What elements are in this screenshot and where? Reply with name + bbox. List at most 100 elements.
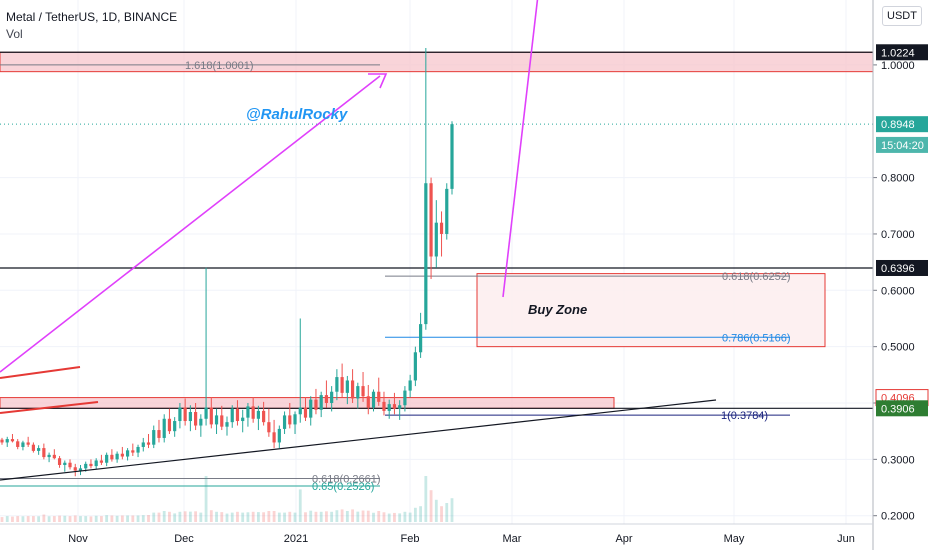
volume-bar [372, 512, 375, 522]
currency-button[interactable]: USDT [882, 6, 922, 26]
watermark-label: @RahulRocky [246, 106, 348, 123]
candle-body [371, 391, 376, 408]
volume-bar [256, 512, 260, 522]
candle-body [220, 415, 224, 427]
candle-body [105, 454, 109, 463]
zones: Buy Zone [0, 51, 874, 409]
candle-body [408, 380, 412, 391]
volume-bar [356, 511, 360, 522]
candle-body [345, 380, 349, 393]
buy-zone-label: Buy Zone [528, 302, 587, 317]
candle-body [141, 442, 145, 447]
volume-bar [345, 511, 349, 522]
candle-body [282, 415, 287, 429]
volume-bar [304, 512, 307, 522]
candle-body [288, 415, 292, 425]
time-tick-label: Jun [837, 533, 855, 545]
candle-body [225, 422, 229, 427]
volume-bar [288, 511, 292, 522]
price-tag-label: 1.0224 [881, 47, 915, 59]
candle-body [392, 404, 397, 409]
candle-body [366, 396, 370, 408]
volume-bar [277, 512, 281, 522]
candle-body [450, 124, 454, 189]
volume-bar [42, 514, 46, 522]
candles [0, 47, 454, 477]
candle-body [256, 410, 260, 419]
candle-body [183, 407, 187, 422]
volume-bar [283, 512, 286, 522]
candle-body [26, 442, 30, 445]
volume-bar [419, 506, 423, 522]
volume-bar [398, 513, 402, 522]
volume-bar [314, 511, 318, 522]
volume-bar [52, 516, 56, 522]
fib-level-label: 1.618(1.0001) [185, 60, 254, 72]
magenta-arrow-line [0, 75, 381, 373]
candle-body [403, 390, 407, 406]
volume-bar [267, 511, 271, 522]
volume-bar [330, 511, 334, 522]
candle-body [194, 412, 198, 426]
candle-body [199, 418, 203, 426]
volume-bar [0, 517, 4, 522]
price-tag [876, 400, 928, 417]
candle-body [387, 404, 391, 411]
volume-bar [361, 510, 365, 522]
candle-body [68, 462, 72, 468]
volume-bar [445, 503, 449, 522]
candle-body [52, 454, 56, 459]
volume-bar [246, 512, 250, 522]
candle-body [42, 448, 46, 458]
volume-bar [429, 490, 433, 522]
price-tick-label: 0.5000 [881, 342, 915, 354]
volume-bar [47, 516, 51, 522]
candle-body [84, 463, 88, 469]
price-tick-label: 0.6000 [881, 285, 915, 297]
candle-body [277, 428, 281, 443]
candle-body [246, 406, 250, 418]
volume-bar [393, 512, 396, 522]
volume-bar [351, 509, 354, 522]
price-tag [876, 136, 928, 153]
volume-bar [126, 515, 129, 522]
candle-body [125, 450, 130, 457]
price-tag [876, 116, 928, 133]
time-tick-label: 2021 [284, 533, 308, 545]
volume-bar [16, 516, 20, 522]
candle-body [429, 183, 433, 257]
volume-bar [194, 511, 198, 522]
horizontal-lines [0, 51, 873, 409]
chart-title: Metal / TetherUS, 1D, BINANCE [6, 10, 178, 24]
volume-bar [136, 515, 140, 522]
volume-indicator-label: Vol [6, 27, 23, 41]
candle-body [146, 442, 151, 445]
volume-bar [241, 512, 245, 522]
volume-bar [325, 511, 328, 522]
candle-body [314, 399, 318, 410]
time-tick-label: May [724, 533, 745, 545]
volume-bar [220, 512, 224, 522]
time-tick-label: Nov [68, 533, 88, 545]
volume-bar [309, 510, 313, 522]
volume-bar [115, 515, 119, 522]
volume-bar [319, 511, 323, 522]
candle-body [188, 412, 192, 422]
volume-bar [293, 512, 297, 522]
candle-body [434, 222, 438, 257]
candle-body [241, 417, 245, 422]
price-tick-label: 0.7000 [881, 229, 915, 241]
candle-body [214, 415, 219, 425]
candle-body [136, 446, 140, 453]
drawings: @RahulRocky [0, 0, 717, 481]
price-tag-label: 15:04:20 [881, 140, 924, 152]
candle-body [424, 183, 428, 325]
candle-body [115, 453, 119, 460]
volume-bar [131, 515, 135, 522]
candle-body [350, 380, 355, 399]
volume-bar [73, 515, 77, 522]
candle-body [31, 444, 35, 451]
candle-body [293, 414, 297, 425]
